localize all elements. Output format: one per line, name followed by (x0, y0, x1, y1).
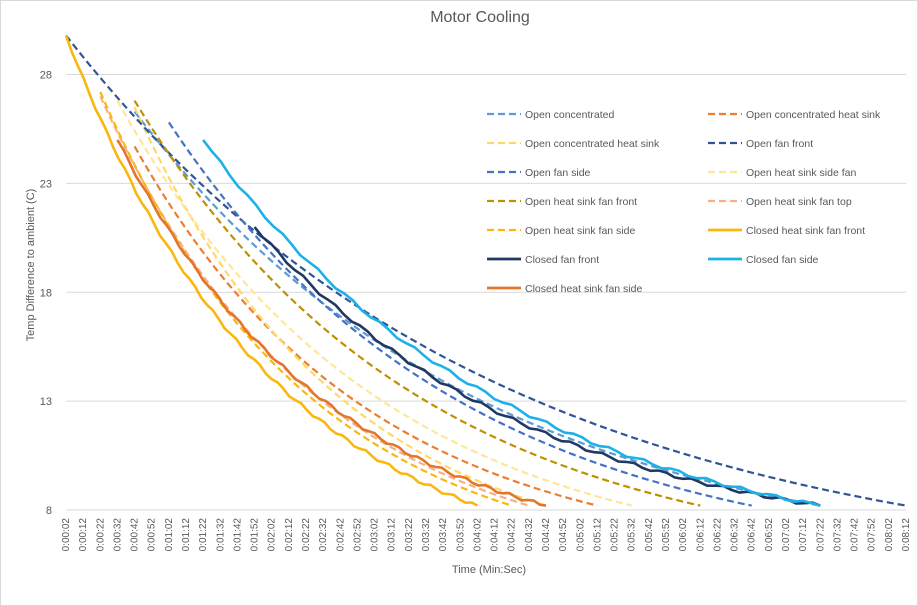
x-tick-label: 0:03:22 (404, 518, 415, 552)
x-tick-label: 0:06:42 (747, 518, 758, 552)
x-tick-label: 0:03:02 (370, 518, 381, 552)
x-tick-label: 0:08:12 (901, 518, 912, 552)
x-tick-label: 0:08:02 (884, 518, 895, 552)
legend-label: Open concentrated (525, 109, 614, 121)
x-tick-label: 0:02:02 (267, 518, 278, 552)
series-line (133, 110, 821, 507)
x-tick-label: 0:04:12 (490, 518, 501, 552)
x-tick-label: 0:02:32 (318, 518, 329, 552)
x-tick-label: 0:03:42 (438, 518, 449, 552)
x-tick-label: 0:01:32 (215, 518, 226, 552)
legend-label: Closed heat sink fan side (525, 283, 642, 295)
series-line (64, 34, 479, 507)
x-tick-label: 0:05:32 (627, 518, 638, 552)
series-line (202, 139, 821, 507)
x-tick-label: 0:04:02 (472, 518, 483, 552)
legend-label: Open fan front (746, 138, 813, 150)
x-tick-label: 0:00:12 (78, 518, 89, 552)
x-tick-label: 0:01:52 (250, 518, 261, 552)
x-tick-label: 0:05:12 (592, 518, 603, 552)
x-tick-label: 0:06:12 (695, 518, 706, 552)
series-lines (64, 34, 907, 507)
x-tick-label: 0:07:12 (798, 518, 809, 552)
legend-label: Open heat sink side fan (746, 167, 856, 179)
series-line (133, 145, 598, 507)
x-tick-label: 0:01:42 (232, 518, 243, 552)
gridlines (66, 74, 906, 511)
x-tick-label: 0:02:42 (335, 518, 346, 552)
y-tick-label: 18 (40, 287, 52, 299)
y-axis-label: Temp Difference to ambient (C) (25, 189, 37, 342)
x-tick-label: 0:01:12 (181, 518, 192, 552)
x-tick-label: 0:02:12 (284, 518, 295, 552)
x-tick-label: 0:07:02 (781, 518, 792, 552)
legend-label: Open fan side (525, 167, 591, 179)
y-tick-labels: 8 13 18 23 28 (40, 70, 52, 517)
legend-label: Open heat sink fan top (746, 196, 852, 208)
x-tick-label: 0:03:32 (421, 518, 432, 552)
legend: Open concentrated Open concentrated heat … (487, 109, 881, 295)
y-tick-label: 23 (40, 178, 52, 190)
x-tick-label: 0:05:02 (575, 518, 586, 552)
x-tick-label: 0:07:22 (815, 518, 826, 552)
x-tick-label: 0:06:32 (730, 518, 741, 552)
x-tick-labels: 0:00:02 0:00:12 0:00:22 0:00:32 0:00:42 0:00:… (61, 518, 912, 552)
series-line (133, 100, 701, 507)
y-tick-label: 28 (40, 70, 52, 82)
series-line (253, 226, 821, 507)
x-tick-label: 0:04:42 (541, 518, 552, 552)
x-tick-label: 0:00:42 (130, 518, 141, 552)
chart-title: Motor Cooling (430, 9, 530, 26)
x-tick-label: 0:04:52 (558, 518, 569, 552)
x-tick-label: 0:07:52 (867, 518, 878, 552)
x-axis-label: Time (Min:Sec) (452, 564, 526, 576)
y-tick-label: 8 (46, 505, 52, 517)
x-tick-label: 0:06:22 (712, 518, 723, 552)
series-line (133, 106, 547, 507)
series-line (116, 100, 632, 507)
x-tick-label: 0:05:22 (610, 518, 621, 552)
x-tick-label: 0:03:12 (387, 518, 398, 552)
legend-label: Open concentrated heat sink (746, 109, 881, 121)
x-tick-label: 0:01:02 (164, 518, 175, 552)
legend-label: Closed heat sink fan front (746, 225, 865, 237)
series-line (167, 121, 752, 507)
x-tick-label: 0:00:02 (61, 518, 72, 552)
legend-label: Open heat sink fan side (525, 225, 635, 237)
x-tick-label: 0:05:52 (661, 518, 672, 552)
series-line (99, 91, 513, 507)
series-line (116, 139, 547, 507)
x-tick-label: 0:02:52 (352, 518, 363, 552)
x-tick-label: 0:05:42 (644, 518, 655, 552)
x-tick-label: 0:04:32 (524, 518, 535, 552)
legend-label: Open heat sink fan front (525, 196, 637, 208)
series-line (65, 34, 907, 507)
x-tick-label: 0:06:02 (678, 518, 689, 552)
legend-label: Closed fan side (746, 254, 819, 266)
x-tick-label: 0:00:32 (112, 518, 123, 552)
x-tick-label: 0:07:32 (832, 518, 843, 552)
x-tick-label: 0:02:22 (301, 518, 312, 552)
x-tick-label: 0:07:42 (850, 518, 861, 552)
x-tick-label: 0:00:22 (95, 518, 106, 552)
legend-label: Open concentrated heat sink (525, 138, 660, 150)
legend-label: Closed fan front (525, 254, 599, 266)
x-tick-label: 0:03:52 (455, 518, 466, 552)
series-line (99, 95, 530, 507)
x-tick-label: 0:04:22 (507, 518, 518, 552)
x-tick-label: 0:00:52 (147, 518, 158, 552)
x-tick-label: 0:06:52 (764, 518, 775, 552)
x-tick-label: 0:01:22 (198, 518, 209, 552)
y-tick-label: 13 (40, 396, 52, 408)
